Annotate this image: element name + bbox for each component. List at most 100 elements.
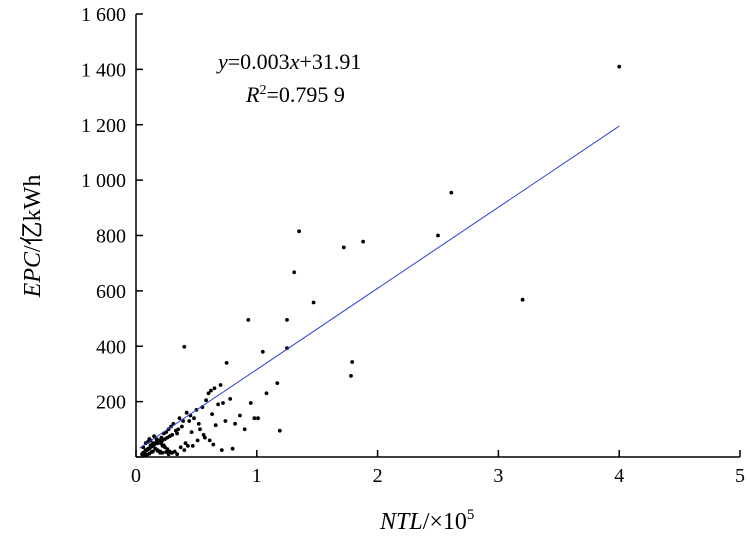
data-point	[151, 449, 155, 454]
data-point	[195, 438, 200, 443]
data-point	[349, 374, 353, 378]
data-point	[182, 344, 187, 349]
y-axis-title: EPC/亿kWh	[19, 175, 46, 299]
data-point	[219, 448, 224, 452]
data-point	[177, 416, 182, 421]
y-axis-title-unit: /亿kWh	[19, 175, 46, 252]
data-point	[182, 448, 187, 452]
r-squared-annotation: R2=0.795 9	[245, 82, 345, 107]
fit-line	[139, 125, 620, 449]
data-point	[350, 360, 355, 364]
data-point	[218, 383, 223, 387]
x-axis-title-exponent: 5	[467, 507, 475, 523]
r-squared-superscript: 2	[259, 83, 266, 98]
data-point	[190, 444, 195, 448]
data-point	[210, 412, 215, 416]
data-point	[341, 245, 346, 250]
data-point	[142, 453, 147, 458]
data-point	[275, 381, 280, 385]
x-tick-label: 1	[252, 465, 262, 487]
data-point	[196, 421, 201, 426]
data-point	[175, 452, 180, 457]
y-tick-label: 200	[96, 392, 126, 414]
data-point	[449, 190, 454, 195]
data-point	[228, 397, 233, 401]
data-point	[248, 401, 253, 405]
y-tick-label: 1 400	[81, 59, 126, 81]
data-point	[223, 419, 228, 423]
x-tick-label: 0	[131, 465, 141, 487]
data-point	[292, 270, 297, 275]
data-point	[617, 64, 622, 69]
data-point	[186, 444, 190, 448]
data-point	[252, 416, 257, 421]
equation-x-symbol: x	[289, 49, 300, 74]
data-point	[213, 423, 218, 428]
data-points	[140, 64, 622, 458]
x-axis-title-unit: /×10	[423, 509, 467, 535]
data-point	[189, 430, 194, 434]
x-tick-label: 5	[735, 465, 745, 487]
equation-y-symbol: y	[216, 49, 228, 74]
data-point	[206, 391, 211, 396]
data-point	[242, 427, 247, 432]
data-point	[152, 434, 157, 439]
y-tick-label: 1 600	[81, 4, 126, 26]
data-point	[311, 300, 316, 305]
data-point	[285, 318, 289, 322]
x-axis-title-variable: NTL	[379, 509, 423, 535]
data-point	[209, 388, 213, 393]
r-squared-value: =0.795 9	[266, 82, 344, 107]
x-tick-label: 2	[373, 465, 383, 487]
data-point	[148, 443, 153, 448]
data-point	[264, 391, 269, 396]
y-tick-label: 1 000	[81, 170, 126, 192]
data-point	[170, 450, 175, 455]
data-point	[160, 450, 165, 455]
data-point	[198, 427, 202, 432]
data-point	[260, 349, 265, 354]
x-tick-label: 3	[493, 465, 503, 487]
data-point	[361, 239, 365, 244]
equation-intercept: +31.91	[299, 49, 361, 74]
data-point	[175, 431, 180, 436]
data-point	[212, 386, 217, 391]
data-point	[159, 435, 164, 440]
data-point	[147, 437, 152, 441]
data-point	[161, 443, 166, 448]
data-point	[211, 442, 216, 447]
data-point	[183, 441, 188, 446]
y-ticks: 200 400 600 800 1 000 1 200 1 400 1 600	[81, 4, 143, 458]
data-point	[520, 297, 525, 302]
y-tick-label: 600	[96, 281, 126, 303]
y-tick-label: 1 200	[81, 115, 126, 137]
data-point	[204, 398, 209, 403]
x-axis-title: NTL/×105	[379, 507, 474, 535]
data-point	[224, 361, 229, 365]
equation-annotation: y=0.003x+31.91	[216, 49, 361, 74]
equation-coefficient: =0.003	[228, 49, 290, 74]
data-point	[187, 419, 192, 423]
data-point	[230, 446, 235, 451]
data-point	[143, 448, 148, 452]
y-axis-title-variable: EPC	[20, 251, 46, 298]
data-point	[246, 318, 251, 322]
data-point	[238, 413, 242, 418]
data-point	[207, 438, 212, 443]
data-point	[297, 229, 301, 234]
data-point	[221, 401, 225, 405]
data-point	[277, 428, 282, 433]
data-point	[436, 233, 440, 238]
data-point	[154, 437, 159, 441]
data-point	[166, 452, 171, 457]
r-squared-symbol: R	[245, 82, 260, 107]
data-point	[256, 416, 260, 421]
data-point	[164, 450, 169, 454]
data-point	[180, 424, 184, 429]
y-tick-label: 800	[96, 226, 126, 248]
x-ticks: 0 1 2 3 4 5	[131, 450, 745, 487]
data-point	[216, 402, 221, 407]
data-point	[178, 445, 183, 450]
data-point	[184, 410, 189, 415]
